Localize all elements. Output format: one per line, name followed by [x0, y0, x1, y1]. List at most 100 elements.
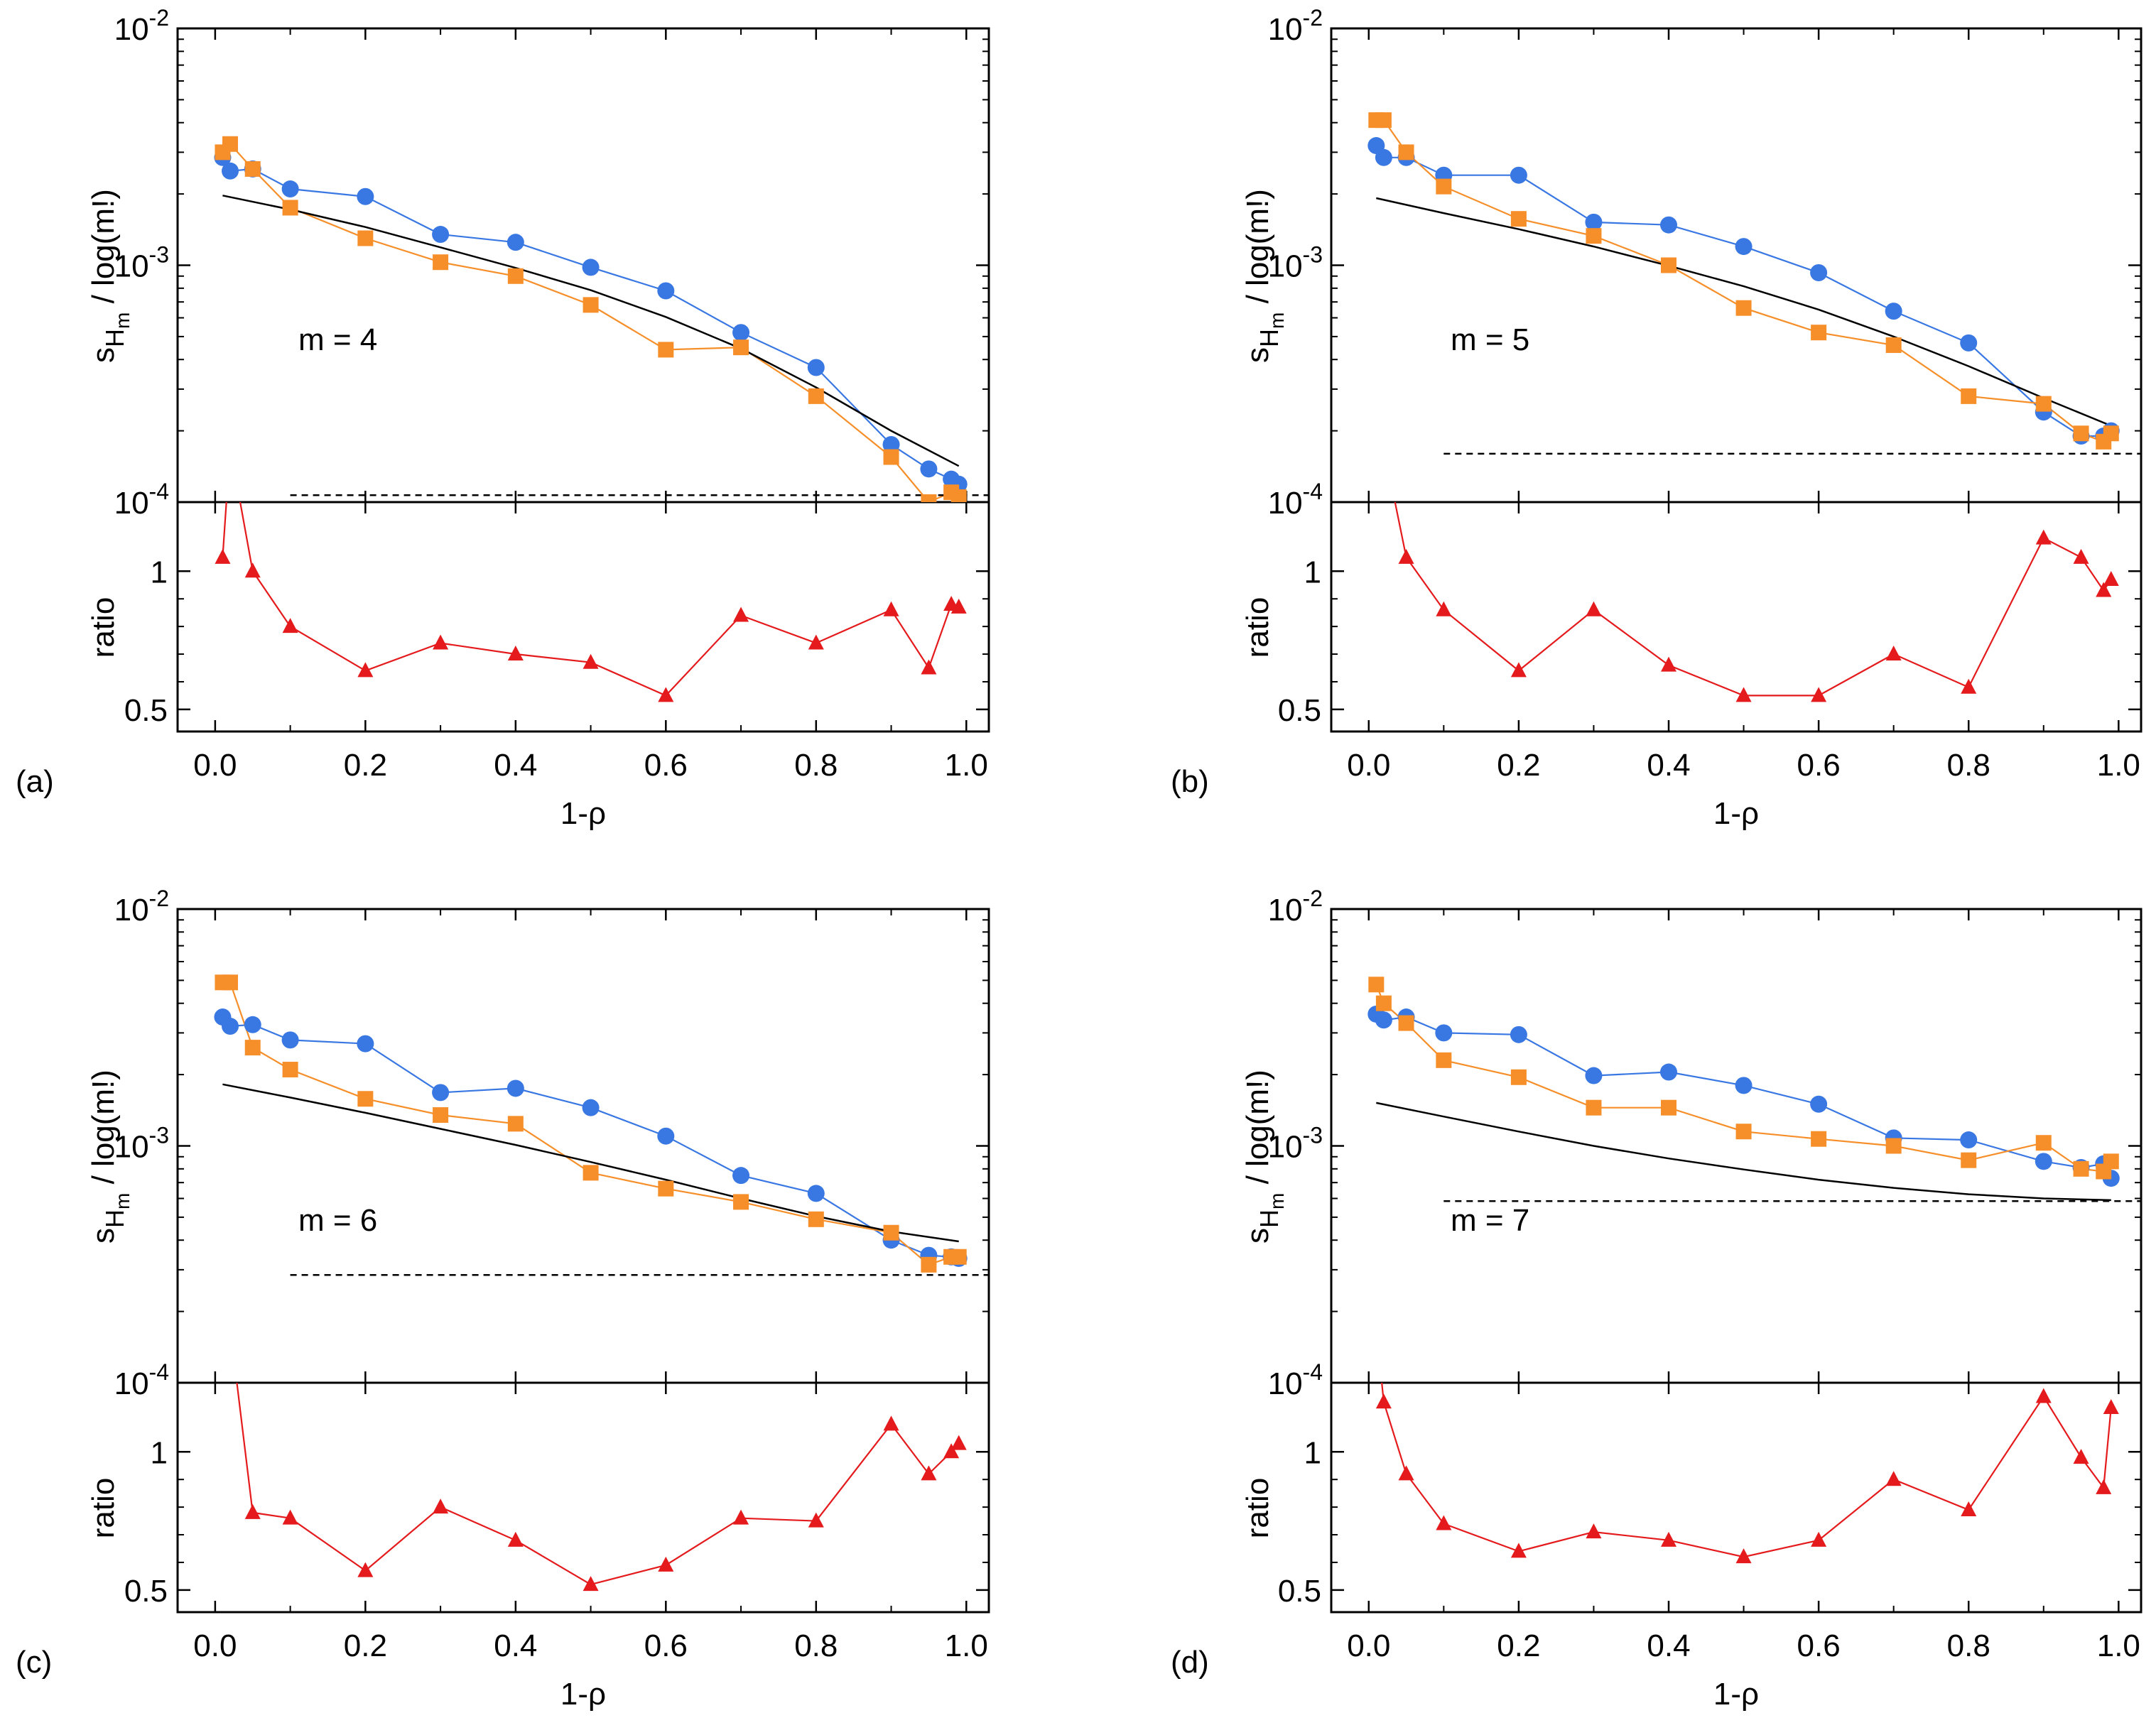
- square-marker: [658, 342, 674, 358]
- x-tick-label: 0.6: [644, 1628, 688, 1663]
- ratio-y-tick-label: 1: [1304, 555, 1321, 589]
- square-marker: [1436, 1052, 1452, 1068]
- circle-marker: [222, 162, 239, 180]
- triangle-marker: [1661, 656, 1676, 672]
- y-tick-label: 10-3: [1268, 1123, 1323, 1165]
- x-tick-label: 0.4: [494, 748, 537, 783]
- ratio-y-tick-label: 1: [1304, 1435, 1321, 1470]
- y-tick-exponent: -2: [149, 886, 169, 911]
- x-tick-label: 0.6: [644, 748, 688, 783]
- y-axis-label: sHm / log(m!): [86, 1070, 134, 1244]
- y-axis-label: sHm / log(m!): [1240, 1070, 1288, 1244]
- circle-marker: [1960, 1131, 1978, 1149]
- circle-marker: [1510, 166, 1527, 184]
- x-tick-label: 0.2: [344, 1628, 387, 1663]
- circle-marker: [357, 1035, 374, 1053]
- x-axis-label: 1-ρ: [1713, 796, 1759, 831]
- circle-marker: [1585, 213, 1603, 231]
- ratio-line: [1381, 1383, 2112, 1558]
- x-tick-label: 1.0: [2097, 748, 2140, 783]
- x-tick-label: 0.0: [193, 748, 237, 783]
- triangle-marker: [2035, 1388, 2052, 1403]
- m-annotation: m = 6: [298, 1203, 377, 1238]
- y-label-subscript: m: [1266, 312, 1288, 329]
- y-tick-base: 10: [1268, 893, 1303, 928]
- ratio-plot-area: [222, 1319, 967, 1592]
- y-label-hat-letter: H: [100, 1209, 129, 1228]
- panel-frame: [176, 27, 990, 733]
- triangle-marker: [883, 1415, 899, 1431]
- square-marker: [1661, 257, 1676, 273]
- square-marker: [950, 489, 967, 502]
- square-marker: [808, 1211, 824, 1227]
- triangle-marker: [2073, 548, 2089, 564]
- y-tick-base: 10: [1268, 1366, 1303, 1401]
- x-tick-label: 0.8: [1947, 1628, 1990, 1663]
- x-tick-label: 1.0: [2097, 1628, 2140, 1663]
- model-curve: [1376, 197, 2112, 427]
- y-tick-base: 10: [114, 249, 149, 284]
- circle-marker: [357, 187, 374, 205]
- triangle-marker: [1376, 438, 1392, 453]
- triangle-marker: [1811, 687, 1827, 702]
- square-marker: [222, 136, 239, 152]
- triangle-marker: [1368, 1319, 1384, 1334]
- square-marker: [282, 200, 298, 216]
- panel-frame: [1330, 27, 2143, 733]
- x-tick-label: 0.2: [1497, 1628, 1540, 1663]
- panel-frame: [176, 908, 990, 1614]
- ratio-y-tick-label: 1: [151, 555, 168, 589]
- triangle-marker: [950, 598, 967, 614]
- model-curve: [222, 195, 960, 467]
- ratio-y-axis-label: ratio: [86, 597, 121, 658]
- y-label-prefix: s: [1240, 347, 1275, 363]
- triangle-marker: [282, 1509, 298, 1525]
- y-tick-exponent: -2: [1303, 5, 1323, 31]
- y-tick-exponent: -3: [149, 242, 169, 268]
- x-tick-label: 1.0: [945, 748, 988, 783]
- x-axis-label: 1-ρ: [1713, 1677, 1759, 1712]
- square-marker: [244, 1040, 261, 1056]
- y-tick-exponent: -2: [149, 5, 169, 31]
- square-marker: [1735, 1124, 1752, 1140]
- triangle-marker: [2073, 1449, 2089, 1464]
- circle-marker: [1810, 264, 1828, 282]
- triangle-marker: [2035, 529, 2052, 545]
- triangle-marker: [1961, 678, 1977, 694]
- ratio-plot-area: [1376, 438, 2119, 702]
- square-marker: [733, 1194, 749, 1210]
- square-marker: [1961, 388, 1977, 404]
- model-curve: [222, 1083, 959, 1243]
- x-tick-label: 0.2: [1497, 748, 1540, 783]
- square-marker: [507, 1116, 524, 1132]
- square-marker: [2035, 1135, 2052, 1151]
- y-tick-label: 10-4: [1268, 1359, 1323, 1401]
- ratio-y-tick-label: 1: [151, 1435, 168, 1470]
- triangle-marker: [1586, 1523, 1602, 1539]
- y-tick-base: 10: [1268, 12, 1303, 47]
- triangle-marker: [943, 1443, 960, 1459]
- triangle-marker: [222, 1319, 238, 1334]
- panel-b: 0.0 0.2 0.4 0.6 0.8 1.010-210-310-40.51m = 5(…: [1171, 5, 2143, 831]
- panel-label: (d): [1171, 1645, 1209, 1680]
- circle-marker: [582, 259, 600, 276]
- ratio-y-tick-label: 0.5: [1278, 1574, 1321, 1609]
- y-tick-exponent: -3: [149, 1123, 169, 1148]
- circle-marker: [1585, 1067, 1603, 1084]
- triangle-marker: [433, 634, 449, 650]
- panel-label: (c): [16, 1645, 52, 1680]
- triangle-marker: [507, 1531, 524, 1547]
- square-marker: [1375, 995, 1392, 1011]
- triangle-marker: [1735, 687, 1752, 702]
- square-marker: [1885, 337, 1902, 353]
- square-marker: [883, 449, 899, 465]
- triangle-marker: [1398, 548, 1414, 564]
- ratio-line: [236, 1383, 960, 1586]
- triangle-marker: [1586, 601, 1602, 616]
- square-marker: [883, 1224, 899, 1241]
- y-label-suffix: / log(m!): [1240, 189, 1275, 312]
- x-tick-label: 0.4: [1647, 1628, 1690, 1663]
- square-marker: [1368, 977, 1385, 993]
- square-marker: [583, 297, 599, 313]
- y-tick-label: 10-3: [114, 1123, 169, 1165]
